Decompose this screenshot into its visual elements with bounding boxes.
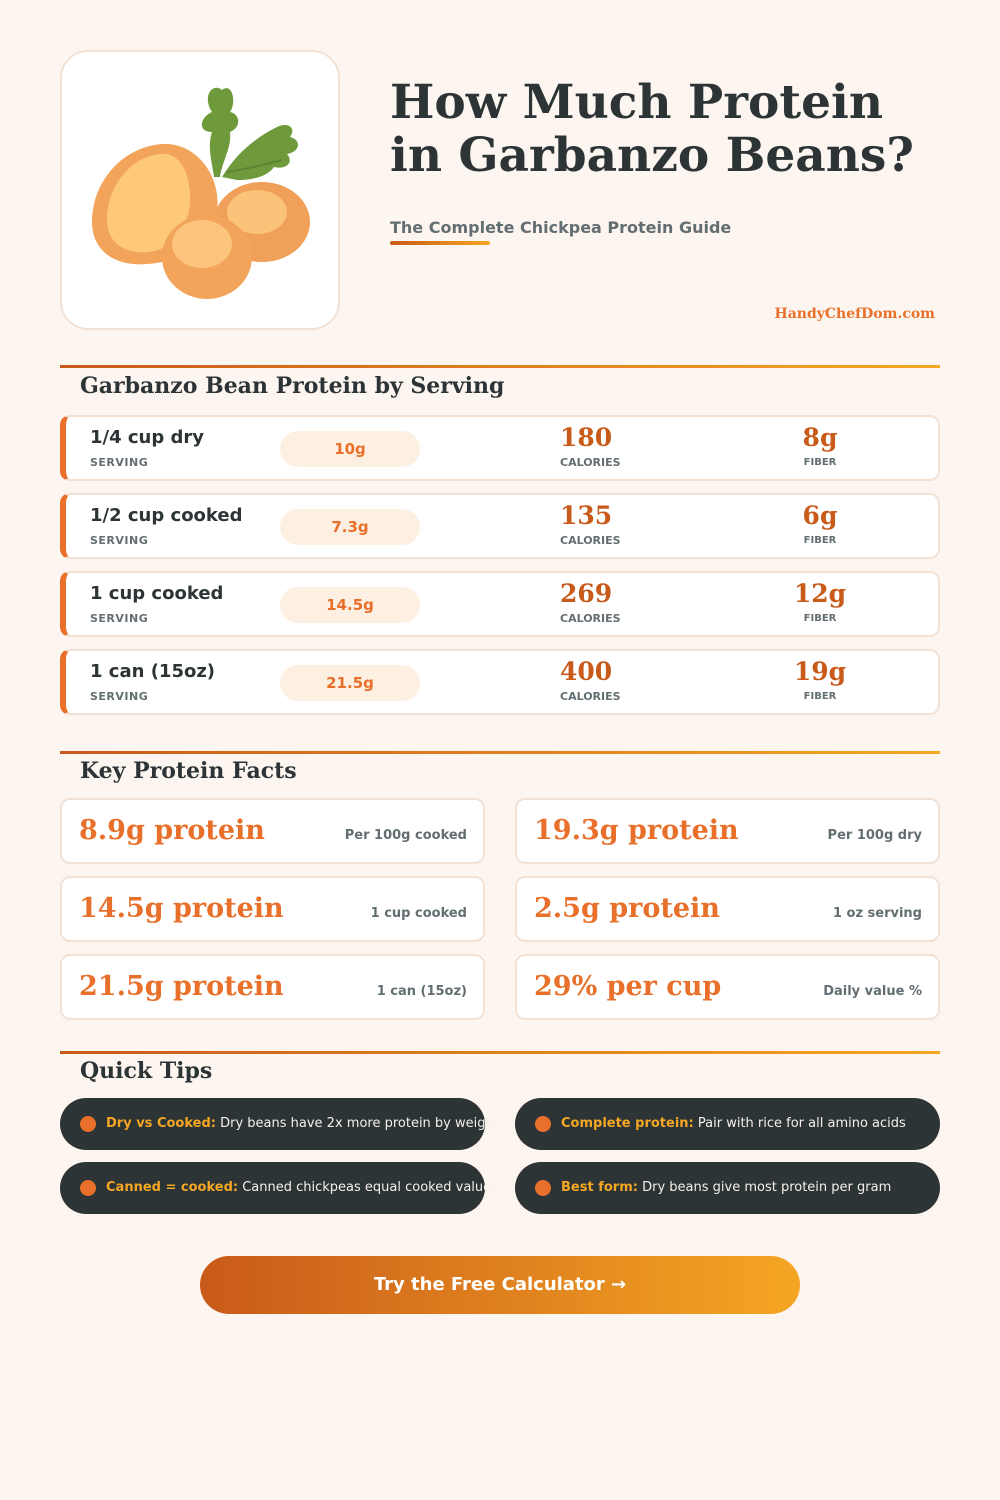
fact-card: 19.3g protein Per 100g dry — [515, 798, 940, 864]
fiber-label: FIBER — [803, 691, 837, 702]
tip-text: Dry vs Cooked: Dry beans have 2x more pr… — [106, 1116, 499, 1131]
tip-label: Canned = cooked: — [106, 1180, 239, 1195]
fact-description: Per 100g dry — [827, 828, 922, 843]
fiber-value: 12g — [793, 579, 847, 608]
serving-row: 1 cup cooked SERVING 14.5g 269 CALORIES … — [60, 571, 940, 637]
serving-row: 1 can (15oz) SERVING 21.5g 400 CALORIES … — [60, 649, 940, 715]
calories-value: 269 — [560, 579, 613, 608]
calories-label: CALORIES — [560, 456, 621, 469]
fact-card: 14.5g protein 1 cup cooked — [60, 876, 485, 942]
fiber-label: FIBER — [803, 613, 837, 624]
fact-value: 19.3g protein — [534, 815, 739, 846]
fact-card: 8.9g protein Per 100g cooked — [60, 798, 485, 864]
subtitle: The Complete Chickpea Protein Guide — [390, 218, 732, 237]
serving-row: 1/2 cup cooked SERVING 7.3g 135 CALORIES… — [60, 493, 940, 559]
bullet-dot-icon — [535, 1116, 551, 1132]
protein-badge: 14.5g — [280, 587, 420, 623]
fiber-label: FIBER — [803, 535, 837, 546]
fact-card: 29% per cup Daily value % — [515, 954, 940, 1020]
hero-image-card — [60, 50, 340, 330]
serving-label: SERVING — [90, 690, 149, 703]
protein-badge: 7.3g — [280, 509, 420, 545]
tip-text: Complete protein: Pair with rice for all… — [561, 1116, 906, 1131]
fact-description: Per 100g cooked — [344, 828, 467, 843]
fact-value: 2.5g protein — [534, 893, 720, 924]
calories-value: 400 — [560, 657, 613, 686]
bullet-dot-icon — [80, 1116, 96, 1132]
tip-pill: Dry vs Cooked: Dry beans have 2x more pr… — [60, 1098, 499, 1150]
serving-label: SERVING — [90, 534, 149, 547]
servings-heading: Garbanzo Bean Protein by Serving — [80, 373, 505, 399]
protein-badge: 10g — [280, 431, 420, 467]
title-line-2: in Garbanzo Beans? — [390, 128, 914, 183]
calories-label: CALORIES — [560, 690, 621, 703]
serving-label: SERVING — [90, 612, 149, 625]
tip-label: Complete protein: — [561, 1116, 694, 1131]
chickpea-illustration-icon — [92, 87, 310, 299]
fact-description: 1 oz serving — [832, 906, 922, 921]
tip-pill: Canned = cooked: Canned chickpeas equal … — [60, 1162, 498, 1214]
brand-link[interactable]: HandyChefDom.com — [774, 306, 936, 322]
protein-badge: 21.5g — [280, 665, 420, 701]
serving-label: SERVING — [90, 456, 149, 469]
fact-card: 21.5g protein 1 can (15oz) — [60, 954, 485, 1020]
calories-label: CALORIES — [560, 612, 621, 625]
fact-value: 29% per cup — [534, 971, 722, 1002]
fact-description: Daily value % — [823, 984, 922, 999]
tip-body: Dry beans give most protein per gram — [642, 1180, 892, 1195]
section-divider — [60, 751, 940, 754]
calories-value: 135 — [560, 501, 613, 530]
fact-value: 21.5g protein — [79, 971, 284, 1002]
fact-card: 2.5g protein 1 oz serving — [515, 876, 940, 942]
calories-value: 180 — [560, 423, 613, 452]
fact-description: 1 cup cooked — [370, 906, 467, 921]
fact-value: 8.9g protein — [79, 815, 265, 846]
tip-pill: Complete protein: Pair with rice for all… — [515, 1098, 940, 1150]
section-divider — [60, 1051, 940, 1054]
serving-name: 1 cup cooked — [90, 583, 224, 604]
page-title: How Much Protein in Garbanzo Beans? — [390, 76, 970, 182]
tip-label: Dry vs Cooked: — [106, 1116, 216, 1131]
calculator-cta-button[interactable]: Try the Free Calculator → — [200, 1256, 800, 1314]
serving-name: 1 can (15oz) — [90, 661, 216, 682]
tip-text: Canned = cooked: Canned chickpeas equal … — [106, 1180, 498, 1195]
fact-description: 1 can (15oz) — [376, 984, 467, 999]
serving-name: 1/4 cup dry — [90, 427, 205, 448]
title-line-1: How Much Protein — [390, 75, 884, 130]
section-divider — [60, 365, 940, 368]
facts-heading: Key Protein Facts — [80, 758, 297, 784]
subtitle-underline — [390, 241, 490, 245]
tip-body: Dry beans have 2x more protein by weight — [220, 1116, 499, 1131]
tip-pill: Best form: Dry beans give most protein p… — [515, 1162, 940, 1214]
tip-label: Best form: — [561, 1180, 638, 1195]
serving-name: 1/2 cup cooked — [90, 505, 243, 526]
tip-body: Pair with rice for all amino acids — [697, 1116, 906, 1131]
fiber-value: 6g — [802, 501, 838, 530]
bullet-dot-icon — [535, 1180, 551, 1196]
serving-row: 1/4 cup dry SERVING 10g 180 CALORIES 8g … — [60, 415, 940, 481]
fiber-value: 8g — [802, 423, 838, 452]
fiber-label: FIBER — [803, 457, 837, 468]
tips-heading: Quick Tips — [80, 1058, 213, 1084]
fact-value: 14.5g protein — [79, 893, 284, 924]
bullet-dot-icon — [80, 1180, 96, 1196]
tip-text: Best form: Dry beans give most protein p… — [561, 1180, 891, 1195]
calories-label: CALORIES — [560, 534, 621, 547]
fiber-value: 19g — [793, 657, 847, 686]
tip-body: Canned chickpeas equal cooked values — [242, 1180, 498, 1195]
